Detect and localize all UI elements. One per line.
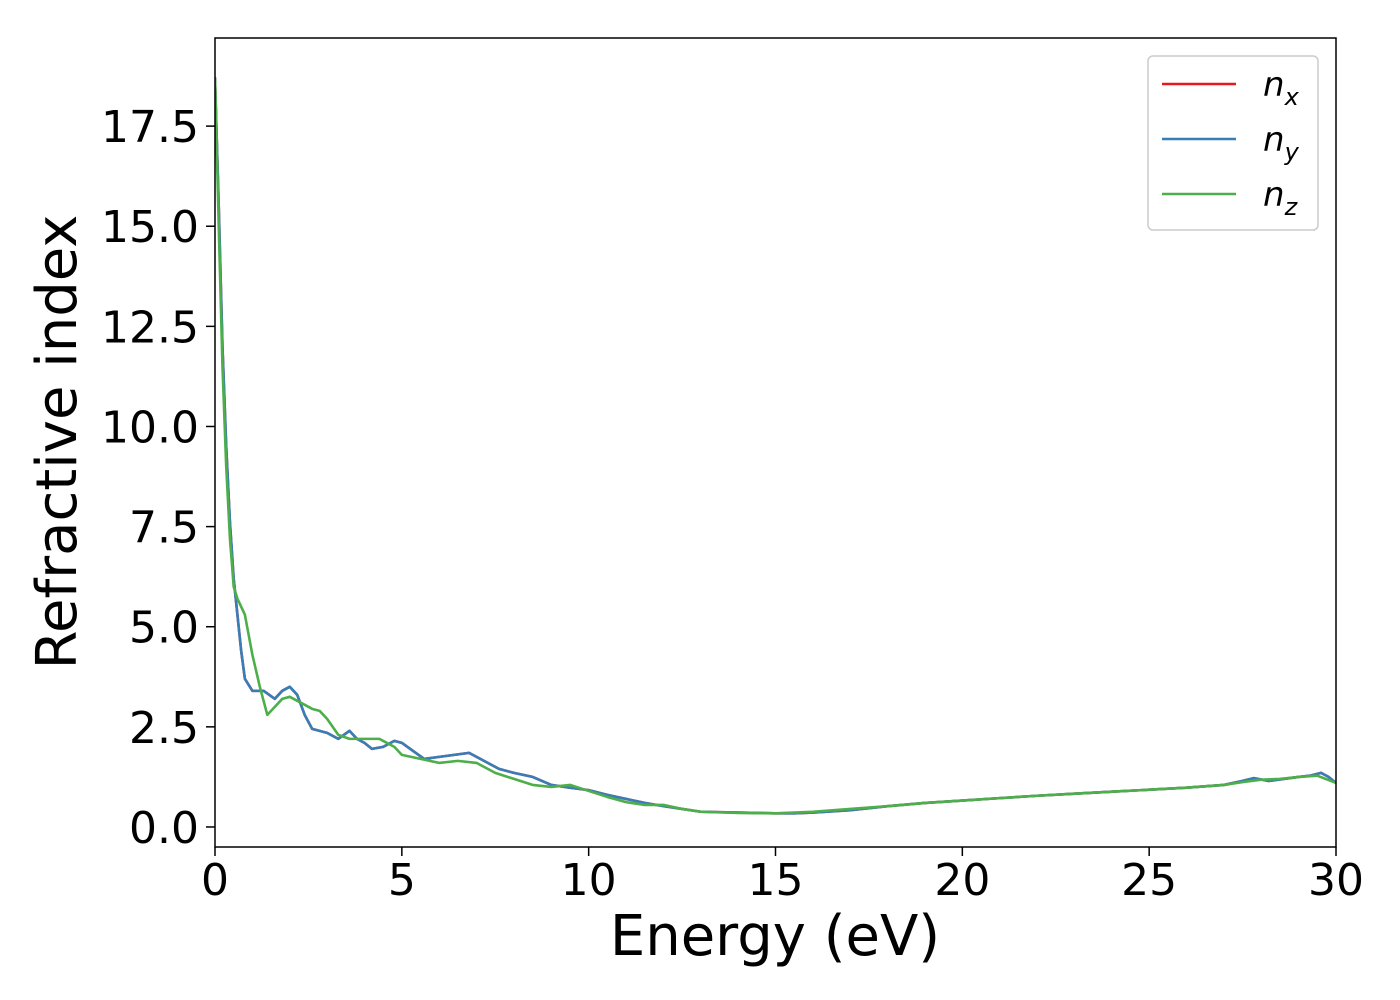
legend-label-y: ny	[1263, 120, 1300, 166]
y-tick-label: 15.0	[101, 202, 199, 253]
series-line-z	[215, 76, 1336, 815]
x-tick-label: 15	[748, 855, 804, 906]
y-axis-title: Refractive index	[25, 215, 90, 670]
legend: nx ny nz	[1147, 55, 1319, 231]
legend-box	[1147, 55, 1319, 231]
x-tick-label: 25	[1121, 855, 1177, 906]
legend-label-x: nx	[1263, 65, 1300, 111]
y-tick-label: 10.0	[101, 402, 199, 453]
y-tick-label: 0.0	[129, 803, 199, 854]
x-axis: 0 5 10 15 20 25 30	[201, 847, 1364, 906]
y-tick-label: 17.5	[101, 102, 199, 153]
y-tick-label: 2.5	[129, 703, 199, 754]
y-axis: 0.0 2.5 5.0 7.5 10.0 12.5 15.0 17.5	[101, 102, 215, 854]
x-tick-label: 0	[201, 855, 229, 906]
x-tick-label: 20	[934, 855, 990, 906]
y-tick-label: 12.5	[101, 302, 199, 353]
x-axis-title: Energy (eV)	[610, 904, 940, 969]
x-tick-label: 30	[1308, 855, 1364, 906]
x-tick-label: 10	[561, 855, 617, 906]
series-layer	[215, 76, 1336, 815]
y-tick-label: 5.0	[129, 603, 199, 654]
x-tick-label: 5	[388, 855, 416, 906]
legend-label-z: nz	[1263, 175, 1299, 221]
y-tick-label: 7.5	[129, 503, 199, 554]
